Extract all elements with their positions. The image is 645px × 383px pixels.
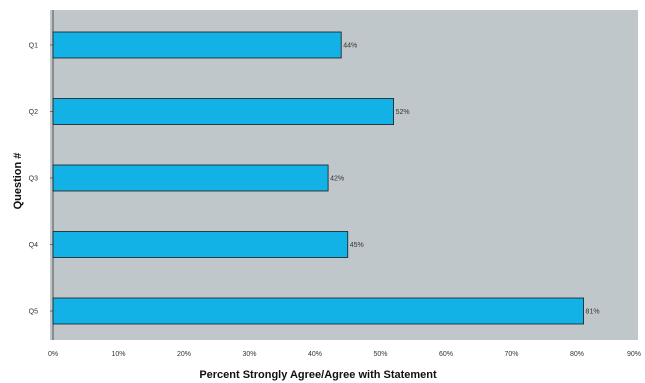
x-tick-label-10: 10% — [111, 351, 125, 358]
data-label-q5: 81% — [586, 309, 600, 316]
x-tick-label-80: 80% — [570, 351, 584, 358]
x-tick-label-50: 50% — [373, 351, 387, 358]
x-tick-label-40: 40% — [308, 351, 322, 358]
bar-q1 — [52, 31, 342, 59]
x-tick-label-70: 70% — [504, 351, 518, 358]
y-axis-ticks — [50, 44, 53, 312]
data-label-q2: 52% — [396, 109, 410, 116]
category-label-q5: Q5 — [29, 309, 38, 316]
category-label-q4: Q4 — [29, 242, 38, 249]
y-axis-title: Question # — [12, 153, 24, 210]
x-tick-label-60: 60% — [439, 351, 453, 358]
x-tick-label-90: 90% — [627, 351, 641, 358]
bar-q3 — [52, 164, 329, 192]
category-label-q1: Q1 — [29, 43, 38, 50]
data-label-q4: 45% — [350, 242, 364, 249]
x-axis-title: Percent Strongly Agree/Agree with Statem… — [199, 369, 437, 381]
x-tick-label-30: 30% — [242, 351, 256, 358]
bar-q5 — [52, 297, 584, 325]
data-labels: 44% 52% 42% 45% 81% — [330, 43, 599, 316]
category-label-q2: Q2 — [29, 109, 38, 116]
bar-q2 — [52, 98, 395, 125]
x-tick-label-0: 0% — [48, 351, 58, 358]
bar-q4 — [52, 231, 349, 258]
bars-group — [52, 31, 584, 325]
category-labels: Q1 Q2 Q3 Q4 Q5 — [29, 43, 38, 316]
x-tick-label-20: 20% — [177, 351, 191, 358]
category-label-q3: Q3 — [29, 176, 38, 183]
data-label-q3: 42% — [330, 176, 344, 183]
data-label-q1: 44% — [343, 43, 357, 50]
x-axis-tick-labels: 0% 10% 20% 30% 40% 50% 60% 70% 80% 90% — [48, 351, 641, 358]
